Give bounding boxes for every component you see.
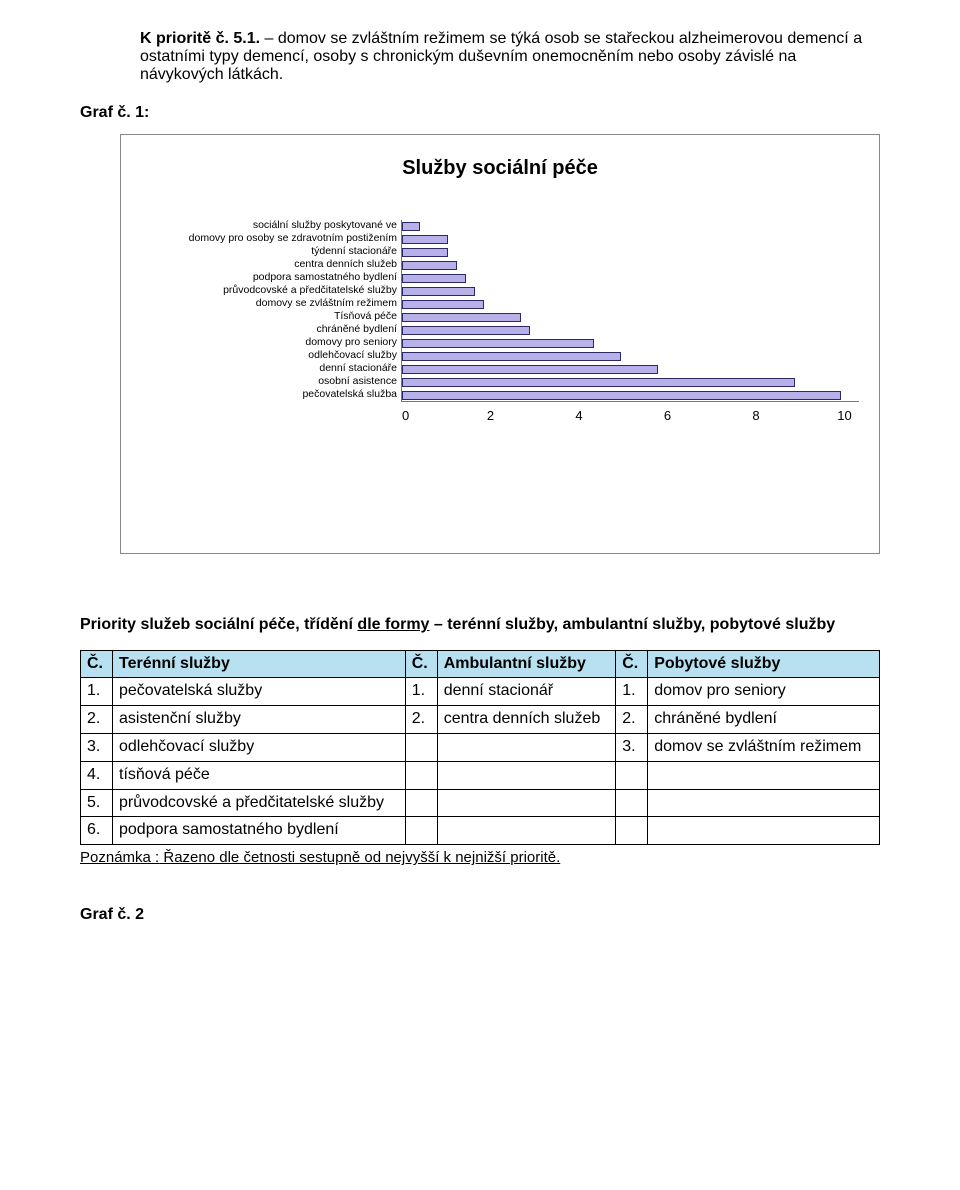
chart-body: sociální služby poskytované vedomovy pro… xyxy=(141,220,859,402)
graf1-label: Graf č. 1: xyxy=(80,104,880,122)
chart-bar xyxy=(402,274,466,283)
table-cell: denní stacionář xyxy=(437,678,615,706)
chart-title: Služby sociální péče xyxy=(141,157,859,180)
chart-y-labels: sociální služby poskytované vedomovy pro… xyxy=(141,220,401,402)
table-cell-num xyxy=(405,789,437,817)
table-cell: chráněné bydlení xyxy=(648,706,880,734)
table-cell-num xyxy=(405,733,437,761)
table-cell-num: 3. xyxy=(616,733,648,761)
table-cell-num: 2. xyxy=(405,706,437,734)
chart-bar xyxy=(402,261,457,270)
table-header-num: Č. xyxy=(616,650,648,678)
table-cell-num xyxy=(616,761,648,789)
table-cell xyxy=(437,761,615,789)
table-header-num: Č. xyxy=(405,650,437,678)
table-cell: průvodcovské a předčitatelské služby xyxy=(113,789,406,817)
table-cell xyxy=(437,789,615,817)
table-cell-num xyxy=(405,761,437,789)
graf2-label: Graf č. 2 xyxy=(80,906,880,924)
chart-bar xyxy=(402,378,795,387)
table-cell-num xyxy=(616,789,648,817)
table-header-num: Č. xyxy=(81,650,113,678)
table-cell: domov se zvláštním režimem xyxy=(648,733,880,761)
table-cell-num: 1. xyxy=(81,678,113,706)
priority-pre: Priority služeb sociální péče, třídění xyxy=(80,616,357,633)
table-cell-num xyxy=(405,817,437,845)
table-cell-num: 1. xyxy=(616,678,648,706)
table-cell: podpora samostatného bydlení xyxy=(113,817,406,845)
table-cell-num: 3. xyxy=(81,733,113,761)
chart-bar xyxy=(402,222,420,231)
chart-x-tick: 2 xyxy=(487,408,494,423)
chart-bar xyxy=(402,300,484,309)
table-cell-num: 6. xyxy=(81,817,113,845)
chart-x-tick: 4 xyxy=(575,408,582,423)
table-cell xyxy=(648,789,880,817)
intro-title: K prioritě č. 5.1. xyxy=(140,30,260,47)
priority-post: – terénní služby, ambulantní služby, pob… xyxy=(429,616,835,633)
chart-x-tick: 8 xyxy=(752,408,759,423)
chart-x-tick: 10 xyxy=(837,408,851,423)
table-cell: tísňová péče xyxy=(113,761,406,789)
table-header: Ambulantní služby xyxy=(437,650,615,678)
table-cell-num xyxy=(616,817,648,845)
table-cell-num: 2. xyxy=(616,706,648,734)
footnote-text: Řazeno dle četnosti sestupně od nejvyšší… xyxy=(159,849,560,866)
table-cell: asistenční služby xyxy=(113,706,406,734)
table-cell xyxy=(648,817,880,845)
priority-table: Č.Terénní službyČ.Ambulantní službyČ.Pob… xyxy=(80,650,880,846)
table-cell-num: 4. xyxy=(81,761,113,789)
chart-bar xyxy=(402,248,448,257)
footnote: Poznámka : Řazeno dle četnosti sestupně … xyxy=(80,849,880,866)
chart-bar xyxy=(402,365,658,374)
chart-x-tick: 0 xyxy=(402,408,409,423)
table-cell: domov pro seniory xyxy=(648,678,880,706)
table-cell-num: 1. xyxy=(405,678,437,706)
table-cell: pečovatelská služby xyxy=(113,678,406,706)
chart-plot: 0246810 xyxy=(401,220,859,402)
chart-bar xyxy=(402,287,475,296)
table-header: Pobytové služby xyxy=(648,650,880,678)
table-cell: centra denních služeb xyxy=(437,706,615,734)
footnote-label: Poznámka : xyxy=(80,849,159,866)
chart-bar xyxy=(402,235,448,244)
table-cell xyxy=(648,761,880,789)
chart-bar xyxy=(402,339,594,348)
table-cell xyxy=(437,733,615,761)
intro-paragraph: K prioritě č. 5.1. – domov se zvláštním … xyxy=(140,30,880,84)
chart-bar xyxy=(402,352,621,361)
table-header: Terénní služby xyxy=(113,650,406,678)
chart-y-label: pečovatelská služba xyxy=(141,389,397,402)
priority-underline: dle formy xyxy=(357,616,429,633)
chart-x-ticks: 0 2 4 6 8 10 xyxy=(402,408,859,423)
chart-bar xyxy=(402,391,841,400)
chart-frame: Služby sociální péče sociální služby pos… xyxy=(120,134,880,554)
table-cell: odlehčovací služby xyxy=(113,733,406,761)
table-cell-num: 5. xyxy=(81,789,113,817)
priority-heading: Priority služeb sociální péče, třídění d… xyxy=(80,614,880,636)
chart-x-tick: 6 xyxy=(664,408,671,423)
table-cell xyxy=(437,817,615,845)
table-cell-num: 2. xyxy=(81,706,113,734)
chart-bar xyxy=(402,313,521,322)
chart-bar xyxy=(402,326,530,335)
